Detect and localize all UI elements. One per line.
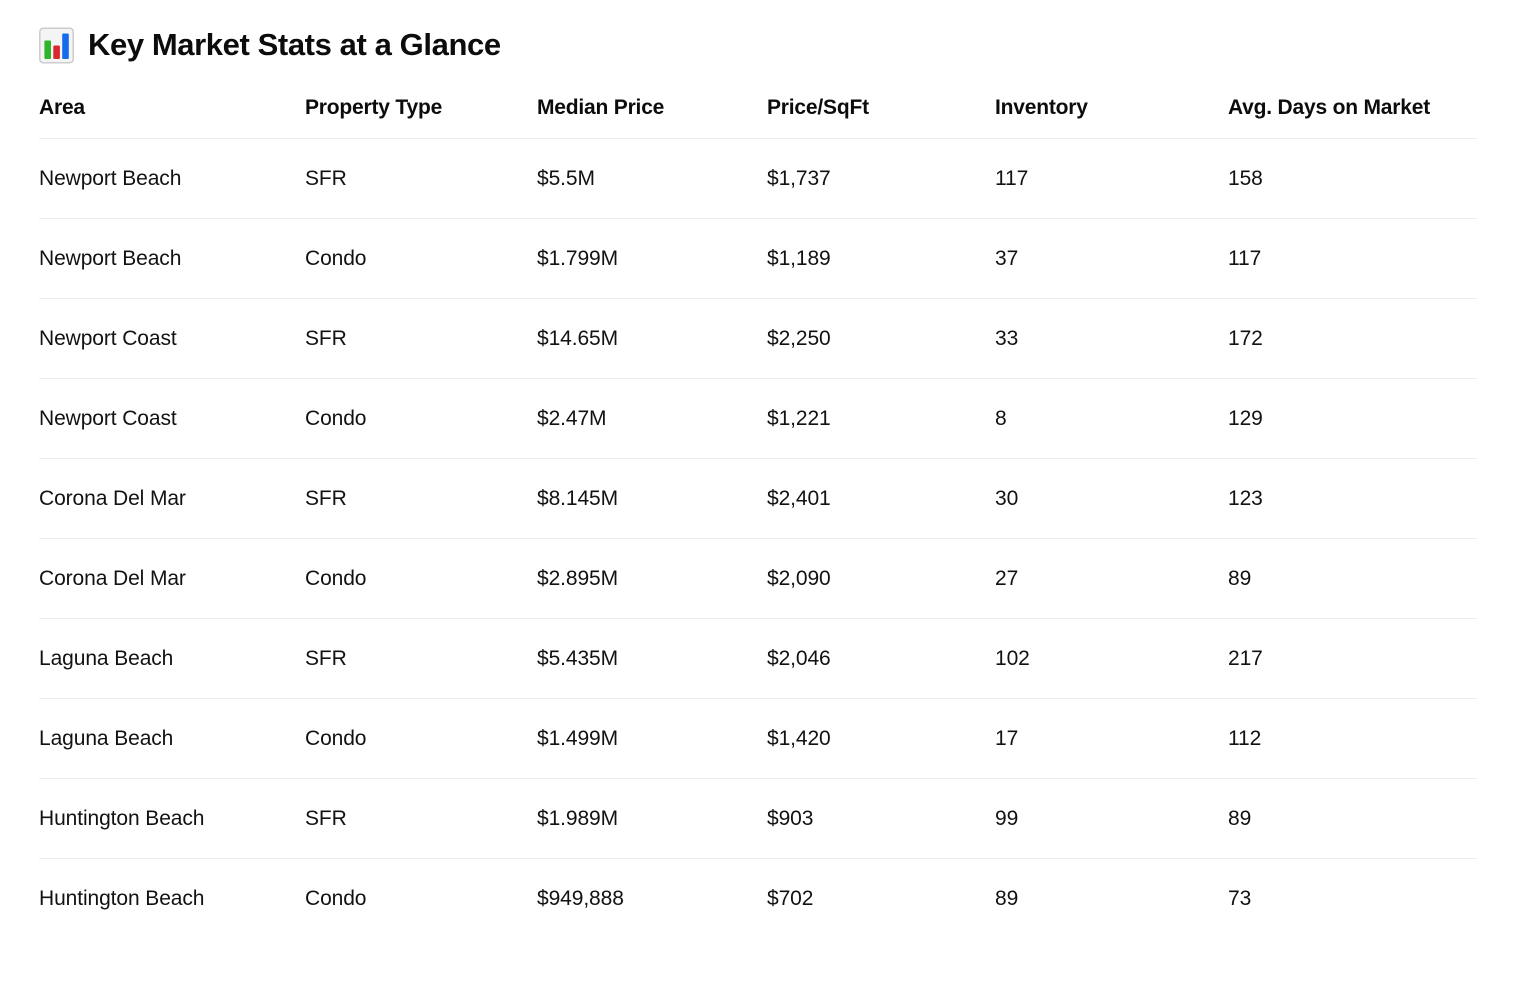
- table-cell: 89: [1228, 806, 1252, 830]
- table-cell: Condo: [305, 886, 367, 910]
- table-cell: SFR: [305, 806, 347, 830]
- table-cell: Huntington Beach: [39, 886, 205, 910]
- table-row: Newport Beach Condo $1.799M $1,189 37 117: [39, 219, 1477, 299]
- table-cell: 30: [995, 486, 1019, 510]
- table-cell: Condo: [305, 246, 367, 270]
- table-cell: $2,046: [767, 646, 831, 670]
- table-row: Newport Beach SFR $5.5M $1,737 117 158: [39, 139, 1477, 219]
- table-cell: 99: [995, 806, 1019, 830]
- table-row: Corona Del Mar SFR $8.145M $2,401 30 123: [39, 459, 1477, 539]
- table-cell: $2.47M: [537, 406, 607, 430]
- page: Key Market Stats at a Glance Area Propert…: [39, 24, 1477, 939]
- table-row: Newport Coast Condo $2.47M $1,221 8 129: [39, 379, 1477, 459]
- table-cell: SFR: [305, 646, 347, 670]
- table-cell: $5.435M: [537, 646, 619, 670]
- column-header-property-type: Property Type: [305, 92, 537, 139]
- table-row: Laguna Beach SFR $5.435M $2,046 102 217: [39, 619, 1477, 699]
- table-cell: $949,888: [537, 886, 624, 910]
- table-body: Newport Beach SFR $5.5M $1,737 117 158 Newport…: [39, 139, 1477, 939]
- table-cell: $1,221: [767, 406, 831, 430]
- table-cell: 158: [1228, 166, 1263, 190]
- table-cell: $2,401: [767, 486, 831, 510]
- table-cell: 73: [1228, 886, 1252, 910]
- column-header-price-sqft: Price/SqFt: [767, 92, 995, 139]
- table-cell: Huntington Beach: [39, 806, 205, 830]
- table-row: Laguna Beach Condo $1.499M $1,420 17 112: [39, 699, 1477, 779]
- table-cell: $1,189: [767, 246, 831, 270]
- table-cell: SFR: [305, 166, 347, 190]
- table-cell: Condo: [305, 406, 367, 430]
- table-cell: 17: [995, 726, 1019, 750]
- table-row: Corona Del Mar Condo $2.895M $2,090 27 89: [39, 539, 1477, 619]
- table-cell: $2,250: [767, 326, 831, 350]
- table-cell: Condo: [305, 726, 367, 750]
- stats-table: Area Property Type Median Price Price/SqFt I…: [39, 92, 1477, 939]
- table-cell: 123: [1228, 486, 1263, 510]
- table-cell: $8.145M: [537, 486, 619, 510]
- bar-chart-icon: [39, 27, 74, 64]
- table-cell: Newport Beach: [39, 246, 182, 270]
- page-title-text: Key Market Stats at a Glance: [88, 27, 501, 62]
- table-cell: 33: [995, 326, 1019, 350]
- table-cell: $903: [767, 806, 814, 830]
- table-cell: 37: [995, 246, 1019, 270]
- table-cell: Laguna Beach: [39, 646, 174, 670]
- table-cell: Condo: [305, 566, 367, 590]
- table-cell: 117: [1228, 246, 1262, 270]
- table-cell: 27: [995, 566, 1019, 590]
- table-cell: 129: [1228, 406, 1263, 430]
- table-cell: 102: [995, 646, 1030, 670]
- table-row: Huntington Beach Condo $949,888 $702 89 73: [39, 859, 1477, 939]
- column-header-inventory: Inventory: [995, 92, 1228, 139]
- table-cell: SFR: [305, 486, 347, 510]
- table-cell: $1.989M: [537, 806, 619, 830]
- table-cell: 8: [995, 406, 1007, 430]
- table-cell: 112: [1228, 726, 1262, 750]
- table-header-row: Area Property Type Median Price Price/SqFt I…: [39, 92, 1477, 139]
- table-cell: $1,737: [767, 166, 831, 190]
- table-cell: Newport Coast: [39, 406, 177, 430]
- table-cell: 117: [995, 166, 1029, 190]
- table-cell: 89: [995, 886, 1019, 910]
- table-row: Newport Coast SFR $14.65M $2,250 33 172: [39, 299, 1477, 379]
- table-cell: $2.895M: [537, 566, 619, 590]
- column-header-median-price: Median Price: [537, 92, 767, 139]
- page-title: Key Market Stats at a Glance: [39, 24, 1477, 66]
- table-cell: 217: [1228, 646, 1263, 670]
- column-header-area: Area: [39, 92, 305, 139]
- table-cell: Corona Del Mar: [39, 566, 186, 590]
- table-row: Huntington Beach SFR $1.989M $903 99 89: [39, 779, 1477, 859]
- table-cell: 172: [1228, 326, 1263, 350]
- table-cell: Corona Del Mar: [39, 486, 186, 510]
- table-cell: Newport Beach: [39, 166, 182, 190]
- table-cell: $702: [767, 886, 814, 910]
- column-header-avg-days-on-market: Avg. Days on Market: [1228, 92, 1477, 139]
- table-cell: $1.799M: [537, 246, 619, 270]
- table-cell: Newport Coast: [39, 326, 177, 350]
- table-cell: $14.65M: [537, 326, 619, 350]
- table-cell: SFR: [305, 326, 347, 350]
- table-cell: $5.5M: [537, 166, 595, 190]
- table-cell: $1,420: [767, 726, 831, 750]
- table-cell: Laguna Beach: [39, 726, 174, 750]
- table-cell: $1.499M: [537, 726, 619, 750]
- table-cell: $2,090: [767, 566, 831, 590]
- table-cell: 89: [1228, 566, 1252, 590]
